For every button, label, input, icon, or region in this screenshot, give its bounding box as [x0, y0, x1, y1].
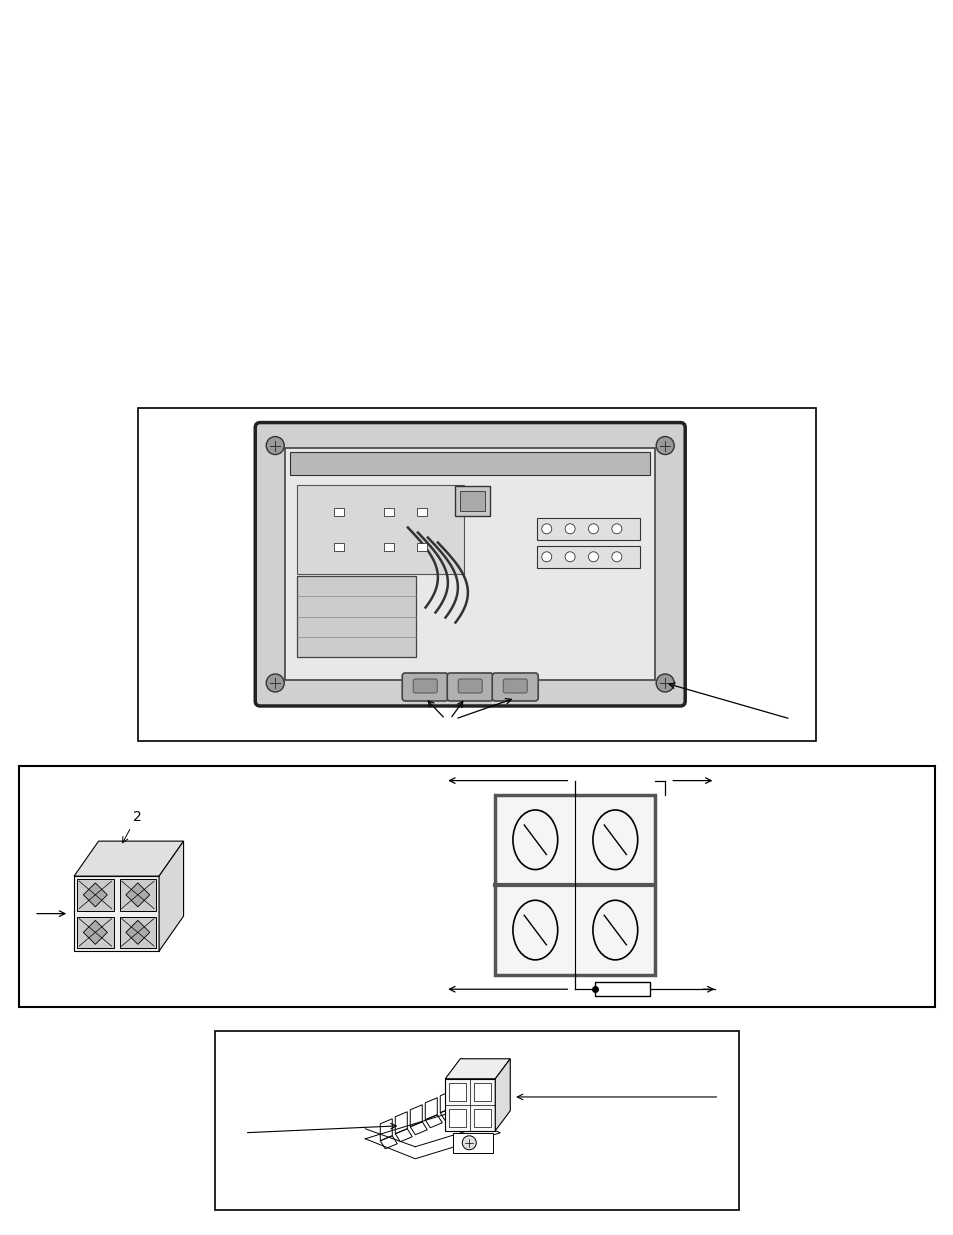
Bar: [77, 916, 113, 948]
Polygon shape: [83, 883, 107, 906]
Bar: [595, 982, 650, 997]
Polygon shape: [445, 1058, 510, 1078]
Circle shape: [462, 1136, 476, 1150]
Bar: [19, 766, 934, 1007]
FancyBboxPatch shape: [255, 422, 684, 706]
Polygon shape: [83, 920, 107, 945]
Bar: [383, 508, 394, 516]
Bar: [297, 576, 416, 657]
Polygon shape: [495, 1058, 510, 1131]
Bar: [290, 452, 649, 475]
FancyBboxPatch shape: [502, 679, 527, 693]
Bar: [449, 1083, 466, 1100]
Bar: [334, 543, 344, 551]
Bar: [119, 879, 156, 910]
Bar: [285, 448, 655, 680]
FancyBboxPatch shape: [413, 679, 436, 693]
Circle shape: [541, 524, 551, 534]
Circle shape: [266, 436, 284, 454]
Bar: [416, 543, 427, 551]
Bar: [119, 916, 156, 948]
Bar: [474, 1109, 491, 1126]
Bar: [214, 1031, 739, 1210]
Circle shape: [588, 552, 598, 562]
Polygon shape: [126, 883, 150, 906]
FancyBboxPatch shape: [402, 673, 448, 701]
Bar: [453, 1132, 493, 1152]
Bar: [449, 1109, 466, 1126]
Circle shape: [611, 524, 621, 534]
Bar: [416, 508, 427, 516]
Polygon shape: [126, 920, 150, 945]
Polygon shape: [74, 841, 183, 876]
Bar: [474, 1083, 491, 1100]
Circle shape: [611, 552, 621, 562]
Bar: [455, 487, 490, 516]
Circle shape: [656, 436, 674, 454]
Polygon shape: [159, 841, 183, 951]
Bar: [77, 879, 113, 910]
Bar: [445, 1078, 495, 1131]
Circle shape: [588, 524, 598, 534]
Bar: [495, 794, 655, 976]
FancyBboxPatch shape: [447, 673, 493, 701]
Bar: [537, 517, 639, 540]
Circle shape: [564, 524, 575, 534]
FancyBboxPatch shape: [492, 673, 537, 701]
Bar: [537, 546, 639, 568]
Bar: [297, 485, 463, 573]
Polygon shape: [74, 876, 159, 951]
FancyBboxPatch shape: [457, 679, 481, 693]
Text: 2: 2: [132, 810, 142, 824]
Circle shape: [656, 674, 674, 692]
Bar: [459, 492, 485, 511]
Circle shape: [564, 552, 575, 562]
Circle shape: [266, 674, 284, 692]
Bar: [334, 508, 344, 516]
Bar: [383, 543, 394, 551]
Circle shape: [541, 552, 551, 562]
Bar: [138, 408, 815, 741]
